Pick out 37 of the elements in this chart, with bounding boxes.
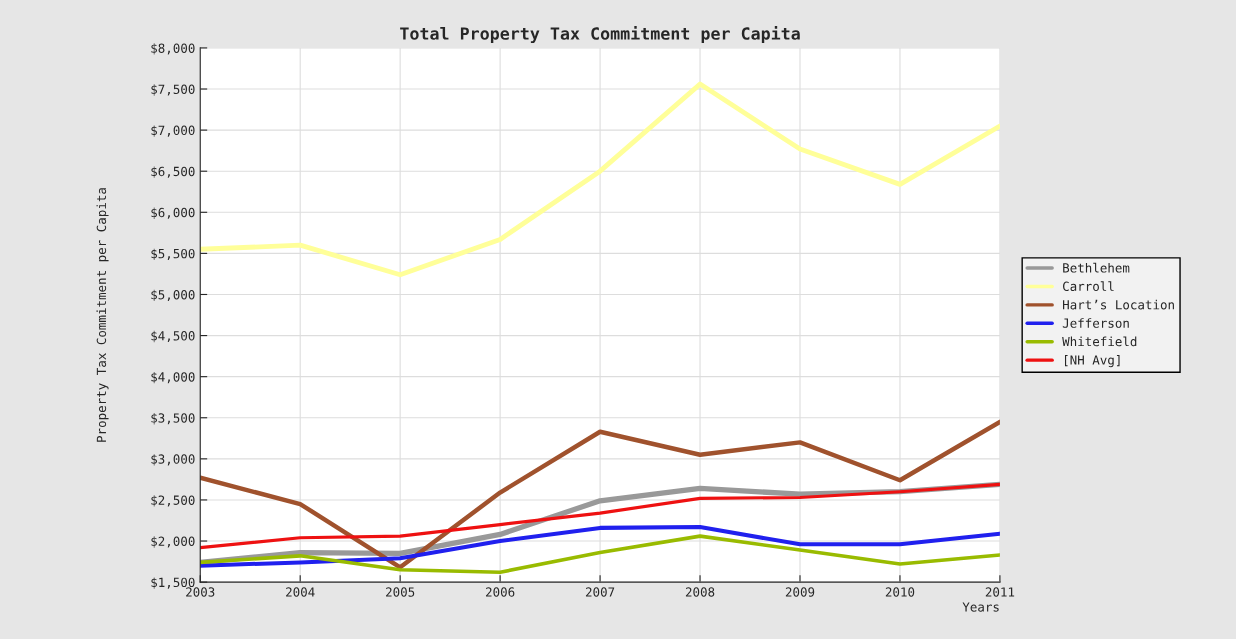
x-tick-label: 2005 — [386, 587, 415, 597]
x-tick-label: 2010 — [885, 587, 915, 597]
x-tick-label: 2011 — [985, 587, 1015, 597]
y-tick-label: $5,000 — [151, 289, 195, 302]
y-tick-label: $3,500 — [151, 413, 195, 425]
y-tick-label: $1,500 — [151, 577, 195, 589]
line-series — [200, 534, 1000, 575]
line-series — [200, 525, 1000, 568]
x-tick-label: 2008 — [685, 587, 715, 597]
line-series — [200, 81, 1000, 278]
y-tick-label: $2,500 — [151, 495, 195, 507]
legend-label: Carroll — [1063, 281, 1114, 292]
line-series — [200, 419, 1000, 570]
x-tick-label: 2009 — [785, 587, 815, 597]
x-tick-label: 2003 — [186, 587, 215, 597]
legend-label: Whitefield — [1062, 336, 1137, 347]
legend-label: Bethlehem — [1063, 262, 1130, 273]
chart-title: Total Property Tax Commitment per Capita — [400, 26, 800, 44]
y-tick-label: $4,500 — [151, 330, 195, 343]
x-tick-label: 2006 — [485, 587, 515, 597]
legend-label: [NH Avg] — [1064, 355, 1120, 368]
line-series — [200, 482, 1000, 550]
y-tick-label: $8,000 — [151, 43, 195, 55]
y-tick-label: $3,000 — [151, 454, 195, 466]
legend-label: Hart’s Location — [1063, 299, 1174, 310]
y-tick-label: $6,000 — [151, 207, 195, 219]
y-axis-title: Property Tax Commitment per Capita — [96, 188, 109, 442]
y-tick-label: $7,000 — [151, 125, 195, 137]
y-tick-label: $7,500 — [151, 84, 195, 96]
y-tick-label: $2,000 — [151, 536, 195, 548]
x-tick-label: 2007 — [585, 587, 615, 597]
y-tick-label: $5,500 — [151, 248, 195, 261]
y-tick-label: $6,500 — [151, 166, 195, 178]
y-tick-label: $4,000 — [151, 371, 195, 384]
x-axis-title: Years — [962, 602, 999, 612]
legend-label: Jefferson — [1062, 318, 1129, 328]
x-tick-label: 2004 — [286, 587, 315, 597]
